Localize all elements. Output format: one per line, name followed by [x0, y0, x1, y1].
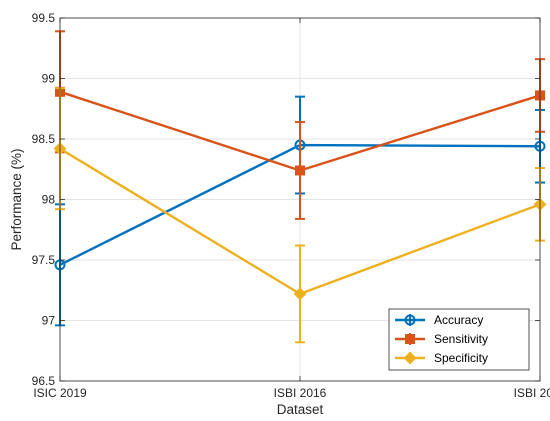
legend-label: Specificity [434, 351, 488, 365]
x-tick-labels: ISIC 2019 ISBI 2016 ISBI 2017 [33, 386, 550, 400]
legend-swatch-marker [404, 314, 416, 326]
legend-entry-specificity: Specificity [395, 351, 488, 365]
x-tick-label: ISBI 2017 [514, 386, 550, 400]
data-point [293, 287, 307, 301]
legend-entry-accuracy: Accuracy [395, 313, 483, 327]
x-tick-label: ISIC 2019 [33, 386, 87, 400]
y-tick-label: 99 [42, 72, 56, 86]
x-axis-title: Dataset [277, 402, 324, 417]
legend-swatch-marker [405, 334, 415, 344]
y-tick-label: 99.5 [32, 11, 56, 25]
y-axis-title: Performance (%) [9, 148, 24, 250]
legend-label: Sensitivity [434, 332, 488, 346]
legend: Accuracy Sensitivity Specificity [388, 308, 530, 371]
x-tick-label: ISBI 2016 [274, 386, 327, 400]
legend-label: Accuracy [434, 313, 483, 327]
y-tick-label: 96.5 [32, 374, 56, 388]
legend-items: Accuracy Sensitivity Specificity [395, 313, 488, 365]
y-tick-label: 97.5 [32, 253, 56, 267]
y-tick-label: 98.5 [32, 132, 56, 146]
legend-swatch-marker [403, 351, 417, 365]
y-tick-label: 97 [42, 314, 56, 328]
data-point [295, 165, 305, 176]
axis-ticks [59, 17, 541, 382]
legend-entry-sensitivity: Sensitivity [395, 332, 488, 346]
y-tick-label: 98 [42, 193, 56, 207]
y-tick-labels: 96.5 97 97.5 98 98.5 99 99.5 [32, 11, 56, 388]
